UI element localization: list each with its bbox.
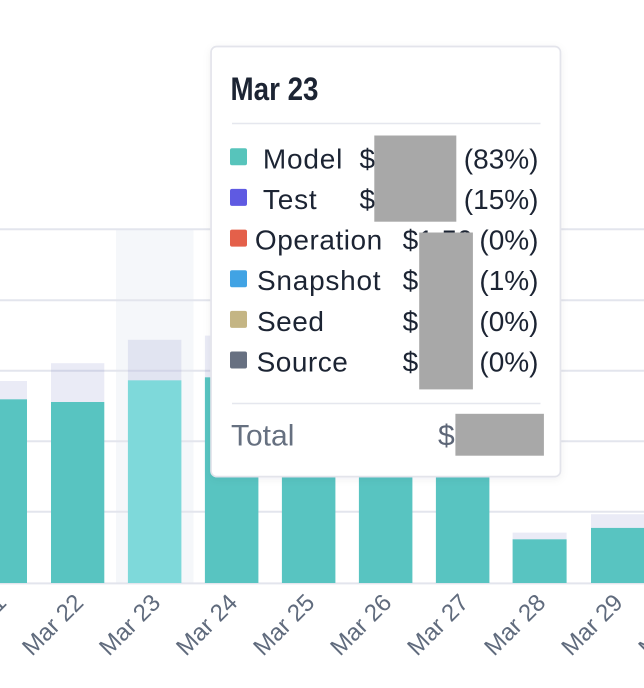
svg-text:$: $ <box>360 184 376 215</box>
svg-text:Snapshot: Snapshot <box>257 265 381 296</box>
svg-text:Mar 23: Mar 23 <box>231 71 319 107</box>
svg-text:Total: Total <box>231 420 294 453</box>
svg-text:(15%): (15%) <box>464 184 539 215</box>
svg-text:(83%): (83%) <box>464 143 539 174</box>
svg-text:Seed: Seed <box>257 306 324 337</box>
svg-text:Test: Test <box>263 184 318 215</box>
svg-text:(0%): (0%) <box>479 347 538 378</box>
svg-text:Operation: Operation <box>255 225 383 256</box>
svg-text:Model: Model <box>263 143 343 174</box>
svg-text:(1%): (1%) <box>479 265 538 296</box>
svg-text:Source: Source <box>257 347 349 378</box>
svg-text:$: $ <box>438 420 455 453</box>
svg-text:(0%): (0%) <box>479 306 538 337</box>
svg-text:(0%): (0%) <box>479 225 538 256</box>
